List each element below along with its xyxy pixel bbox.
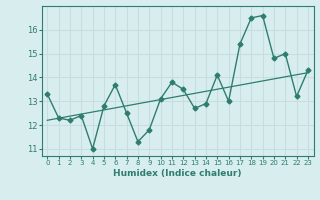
- X-axis label: Humidex (Indice chaleur): Humidex (Indice chaleur): [113, 169, 242, 178]
